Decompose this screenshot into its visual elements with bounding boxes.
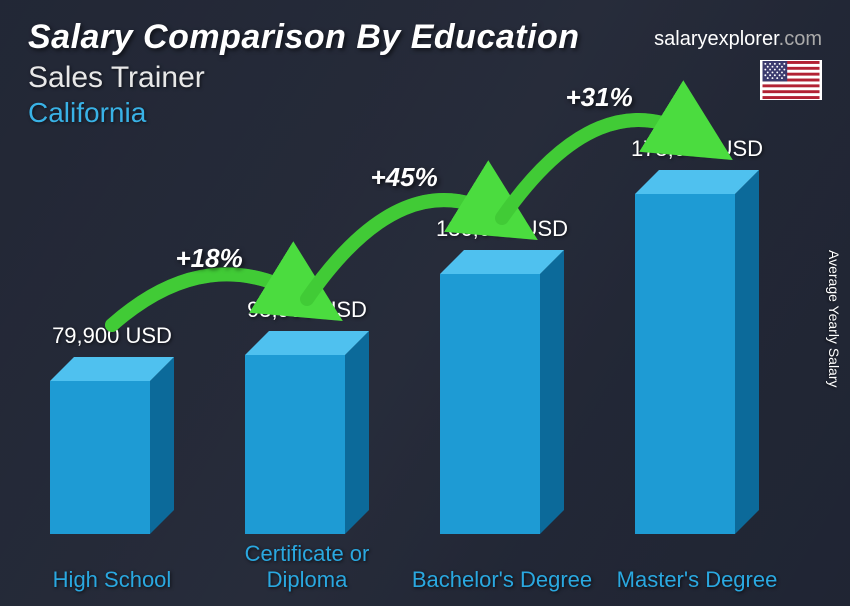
chart-header: Salary Comparison By Education Sales Tra… — [28, 18, 580, 129]
brand-name: salaryexplorer — [654, 28, 779, 50]
bar-value: 79,900 USD — [12, 323, 212, 349]
chart-subtitle: Sales Trainer — [28, 61, 580, 95]
country-flag-icon — [760, 60, 822, 100]
bar-front — [635, 194, 735, 534]
bar-side — [540, 250, 564, 534]
bar-label: Bachelor's Degree — [407, 567, 597, 592]
bar-side — [345, 331, 369, 534]
chart-title: Salary Comparison By Education — [28, 18, 580, 57]
bar-label: Master's Degree — [602, 567, 792, 592]
bar-value: 93,900 USD — [207, 297, 407, 323]
brand-suffix: .com — [779, 28, 822, 50]
bar-value: 178,000 USD — [597, 136, 797, 162]
bar-group — [32, 357, 192, 534]
increase-label: +31% — [566, 82, 633, 113]
bar-side — [735, 170, 759, 534]
bar-chart: 79,900 USD93,900 USD136,000 USD178,000 U… — [32, 132, 812, 592]
chart-region: California — [28, 97, 580, 129]
brand-logo: salaryexplorer.com — [654, 28, 822, 51]
increase-label: +45% — [371, 162, 438, 193]
bar-label: Certificate or Diploma — [212, 541, 402, 592]
bar-front — [50, 381, 150, 534]
bar-side — [150, 357, 174, 534]
bar-label: High School — [17, 567, 207, 592]
bar-front — [440, 274, 540, 534]
bar-front — [245, 355, 345, 534]
bar-group — [617, 170, 777, 534]
yaxis-label: Average Yearly Salary — [826, 250, 842, 388]
bar-group — [227, 331, 387, 534]
increase-label: +18% — [176, 243, 243, 274]
bar-value: 136,000 USD — [402, 216, 602, 242]
bar-group — [422, 250, 582, 534]
